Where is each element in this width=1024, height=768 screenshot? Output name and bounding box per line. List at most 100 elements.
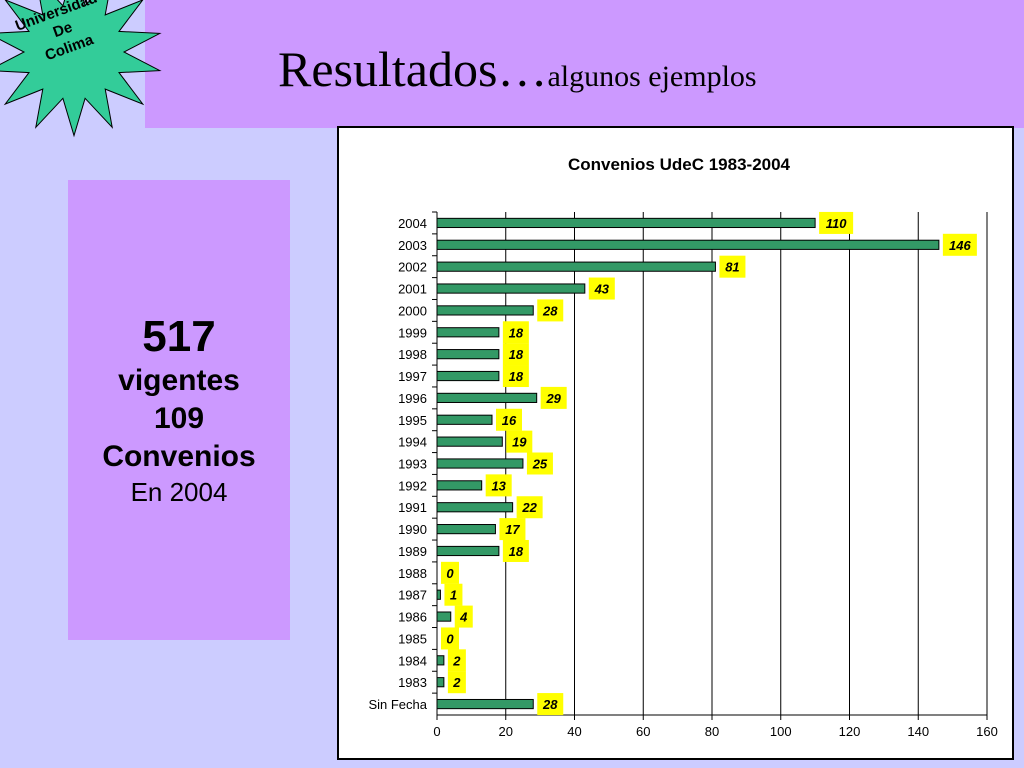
bar — [436, 370, 500, 382]
bar — [436, 502, 514, 513]
active-label: vigentes — [118, 364, 240, 397]
data-label: 2 — [452, 653, 461, 668]
data-label-box — [942, 233, 977, 256]
data-label: 4 — [459, 610, 468, 625]
bar — [436, 589, 441, 600]
y-tick-label: 1994 — [398, 435, 427, 450]
data-label-box — [441, 627, 459, 650]
bars — [436, 217, 940, 710]
data-labels: 1101468143281818182916192513221718014022… — [441, 211, 977, 716]
data-label-box — [502, 321, 529, 344]
data-label: 28 — [542, 303, 558, 318]
summary-panel: 517 vigentes 109 Convenios En 2004 — [68, 180, 290, 640]
data-label-box — [588, 277, 615, 300]
data-label-box — [447, 649, 466, 672]
y-tick-label: 1987 — [398, 588, 427, 603]
bar — [436, 349, 500, 360]
bar — [436, 283, 586, 294]
bar — [436, 611, 452, 622]
y-tick-label: 1996 — [398, 391, 427, 406]
data-label-box — [502, 365, 529, 388]
data-label-box — [526, 452, 553, 475]
chart-title: Convenios UdeC 1983-2004 — [568, 155, 791, 174]
y-tick-label: 1990 — [398, 522, 427, 537]
data-label-box — [540, 386, 567, 409]
data-label: 18 — [509, 325, 524, 340]
y-tick-label: 1992 — [398, 478, 427, 493]
y-tick-label: 1999 — [398, 325, 427, 340]
bar — [436, 677, 445, 688]
agreements-label: Convenios — [102, 440, 256, 473]
bar — [436, 392, 538, 403]
bar — [436, 545, 500, 557]
x-tick-label: 40 — [567, 724, 581, 739]
y-tick-label: 2000 — [398, 303, 427, 318]
bar — [436, 217, 816, 229]
data-label: 1 — [450, 588, 457, 603]
data-label: 18 — [509, 544, 524, 559]
y-tick-label: 1988 — [398, 566, 427, 581]
x-tick-label: 20 — [499, 724, 513, 739]
y-tick-label: Sin Fecha — [368, 697, 427, 712]
bar — [436, 436, 503, 447]
y-tick-label: 2004 — [398, 216, 427, 231]
starburst-icon — [0, 0, 162, 138]
bar — [436, 480, 483, 491]
y-tick-label: 1998 — [398, 347, 427, 362]
bar — [436, 327, 500, 338]
chart-frame: Convenios UdeC 1983-2004 0 20 40 60 80 100 120… — [337, 126, 1014, 760]
data-label-box — [496, 408, 522, 431]
data-label-box — [454, 605, 473, 628]
data-label-box — [537, 299, 564, 322]
data-label: 18 — [509, 347, 524, 362]
y-tick-label: 1997 — [398, 369, 427, 384]
bar — [436, 261, 716, 272]
data-label: 16 — [502, 413, 517, 428]
bar — [436, 239, 940, 250]
data-label: 29 — [545, 391, 561, 406]
data-label: 13 — [491, 478, 506, 493]
data-label: 28 — [542, 697, 558, 712]
data-label: 0 — [446, 631, 454, 646]
x-tick-label: 140 — [907, 724, 929, 739]
bar — [436, 305, 534, 316]
data-label: 43 — [594, 282, 610, 297]
y-tick-label: 1993 — [398, 457, 427, 472]
y-tick-label: 1991 — [398, 500, 427, 515]
y-tick-label: 1995 — [398, 413, 427, 428]
data-label-box — [502, 343, 529, 366]
bar — [436, 458, 524, 469]
bar — [436, 655, 445, 666]
x-tick-label: 60 — [636, 724, 650, 739]
bar — [436, 414, 493, 425]
data-label-box — [447, 671, 466, 694]
bar — [436, 524, 496, 535]
y-tick-label: 1989 — [398, 544, 427, 559]
data-label-box — [506, 430, 533, 453]
data-label: 146 — [949, 238, 971, 253]
y-tick-label: 1985 — [398, 631, 427, 646]
data-label-box — [719, 255, 746, 278]
data-label-box — [516, 496, 543, 519]
data-label: 17 — [505, 522, 520, 537]
data-label: 0 — [446, 566, 454, 581]
data-label: 81 — [725, 260, 739, 275]
y-tick-label: 1986 — [398, 610, 427, 625]
data-label: 2 — [452, 675, 461, 690]
x-tick-label: 100 — [770, 724, 792, 739]
x-tick-label: 160 — [976, 724, 998, 739]
active-agreements-count: 517 — [142, 312, 216, 361]
y-tick-label: 1984 — [398, 653, 427, 668]
data-label-box — [441, 561, 459, 584]
y-tick-label: 2001 — [398, 282, 427, 297]
y-tick-label: 2002 — [398, 260, 427, 275]
data-label-box — [485, 474, 512, 497]
slide-title: Resultados…algunos ejemplos — [278, 40, 757, 98]
x-tick-label: 0 — [433, 724, 440, 739]
header-band — [145, 0, 1024, 128]
university-logo: Universidad De Colima — [0, 0, 200, 145]
bar-chart: Convenios UdeC 1983-2004 0 20 40 60 80 100 120… — [368, 155, 998, 739]
data-label: 25 — [532, 457, 548, 472]
y-tick-label: 2003 — [398, 238, 427, 253]
y-tick-label: 1983 — [398, 675, 427, 690]
